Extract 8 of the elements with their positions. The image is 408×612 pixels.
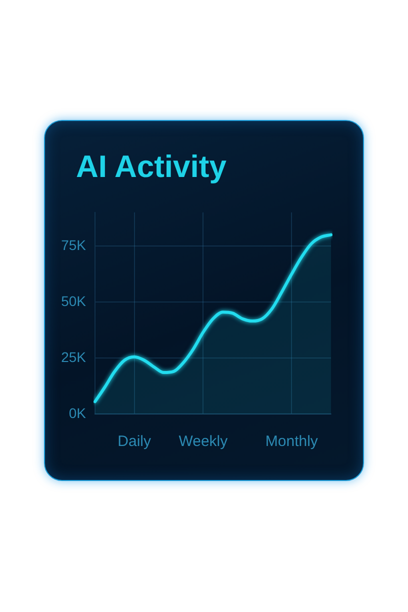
y-tick-label: 25K [61, 348, 87, 365]
y-tick-label: 0K [68, 404, 87, 421]
x-tick-label: Weekly [178, 433, 228, 450]
x-tick-label: Daily [118, 433, 152, 450]
y-tick-label: 50K [61, 292, 87, 309]
x-tick-label: Monthly [265, 433, 318, 450]
y-tick-label: 75K [61, 236, 87, 253]
chart-title: AI Activity [76, 149, 226, 185]
